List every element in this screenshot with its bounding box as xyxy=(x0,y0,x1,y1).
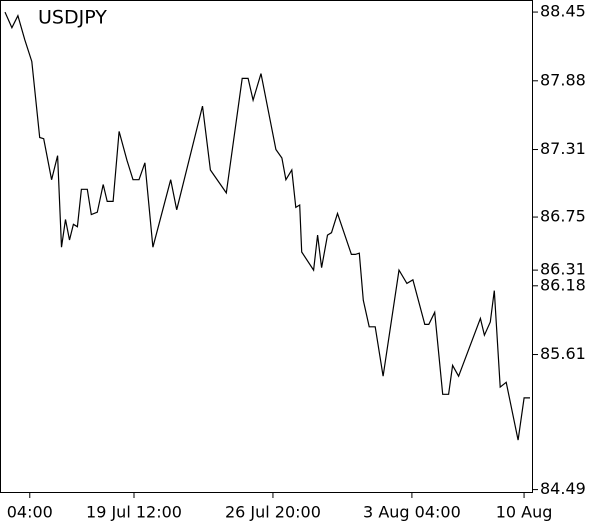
price-line xyxy=(4,11,530,441)
y-tick-label: 88.45 xyxy=(540,2,586,21)
y-tick-label: 84.49 xyxy=(540,479,586,498)
y-tick-label: 86.75 xyxy=(540,207,586,226)
y-tick-label: 85.61 xyxy=(540,344,586,363)
y-tick-label: 86.31 xyxy=(540,260,586,279)
x-tick-label: 19 Jul 12:00 xyxy=(86,503,182,522)
y-tick-label: 86.18 xyxy=(540,275,586,294)
x-tick-label: 04:00 xyxy=(7,503,53,522)
x-tick-label: 10 Aug xyxy=(496,503,553,522)
x-tick-label: 3 Aug 04:00 xyxy=(363,503,461,522)
plot-frame xyxy=(0,0,533,493)
x-tick-label: 26 Jul 20:00 xyxy=(225,503,321,522)
y-tick-label: 87.88 xyxy=(540,70,586,89)
y-tick-label: 87.31 xyxy=(540,139,586,158)
chart-title: USDJPY xyxy=(38,7,107,29)
